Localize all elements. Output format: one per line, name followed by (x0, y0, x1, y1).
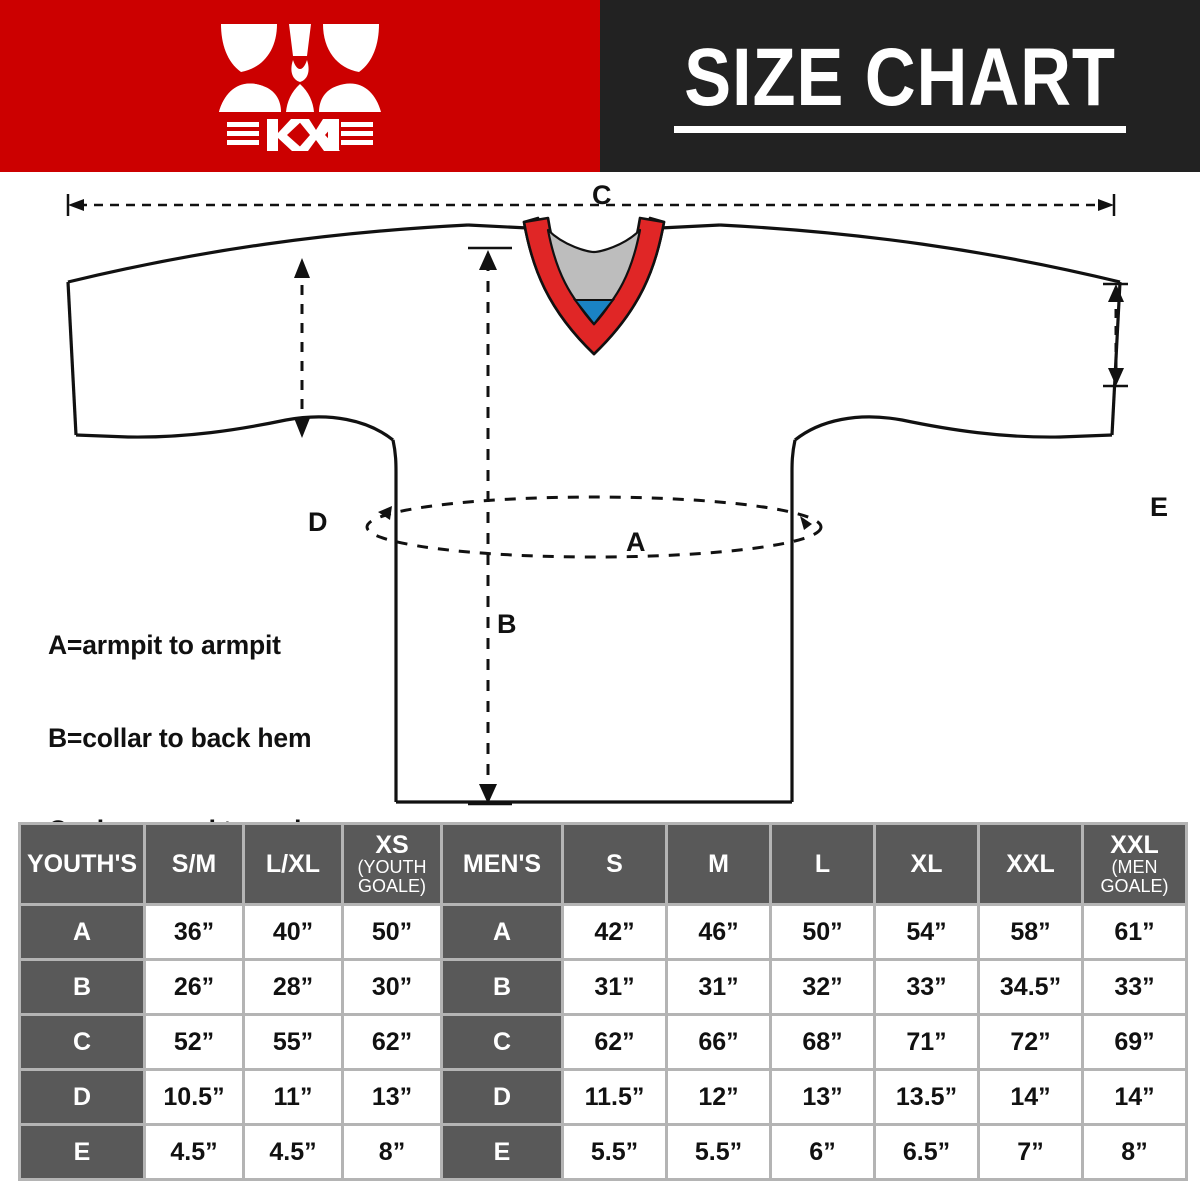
dimension-a-ellipse (365, 495, 823, 559)
measurement-cell: 62” (564, 1016, 665, 1068)
row-key-men: D (443, 1071, 561, 1123)
row-key-men: E (443, 1126, 561, 1178)
row-key-men: B (443, 961, 561, 1013)
column-header: M (668, 825, 769, 903)
measurement-cell: 10.5” (146, 1071, 242, 1123)
table-header-row: YOUTH'S S/M L/XL XS (YOUTH GOALE) MEN'S S M L XL X… (21, 825, 1185, 903)
measurement-cell: 71” (876, 1016, 977, 1068)
measurement-cell: 61” (1084, 906, 1185, 958)
column-header: S (564, 825, 665, 903)
measurement-cell: 8” (1084, 1126, 1185, 1178)
page-title: SIZE CHART (684, 32, 1116, 124)
title-panel: SIZE CHART (600, 0, 1200, 172)
measurement-cell: 28” (245, 961, 341, 1013)
measurement-cell: 13” (772, 1071, 873, 1123)
column-header: XXL (MEN GOALE) (1084, 825, 1185, 903)
dimension-e-arrow (1103, 282, 1128, 388)
measurement-cell: 68” (772, 1016, 873, 1068)
table-row: C 52” 55” 62” C 62” 66” 68” 71” 72” 69” (21, 1016, 1185, 1068)
measurement-cell: 14” (980, 1071, 1081, 1123)
dimension-c-arrow (66, 194, 1116, 216)
measurement-cell: 13.5” (876, 1071, 977, 1123)
measurement-cell: 8” (344, 1126, 440, 1178)
measurement-cell: 14” (1084, 1071, 1185, 1123)
row-key-youth: A (21, 906, 143, 958)
collar (522, 216, 666, 356)
measurement-cell: 11.5” (564, 1071, 665, 1123)
column-header: XXL (980, 825, 1081, 903)
table-row: E 4.5” 4.5” 8” E 5.5” 5.5” 6” 6.5” 7” 8” (21, 1126, 1185, 1178)
row-key-men: C (443, 1016, 561, 1068)
measurement-cell: 4.5” (245, 1126, 341, 1178)
row-key-youth: E (21, 1126, 143, 1178)
dimension-d-arrow (294, 258, 310, 438)
measurement-cell: 6.5” (876, 1126, 977, 1178)
dimension-label-e: E (1150, 492, 1169, 522)
dimension-label-a: A (626, 527, 646, 557)
measurement-cell: 50” (344, 906, 440, 958)
measurement-cell: 66” (668, 1016, 769, 1068)
legend-line-a: A=armpit to armpit (48, 630, 281, 661)
measurement-cell: 12” (668, 1071, 769, 1123)
row-key-youth: D (21, 1071, 143, 1123)
dimension-label-c: C (592, 180, 612, 210)
measurement-cell: 11” (245, 1071, 341, 1123)
measurement-cell: 46” (668, 906, 769, 958)
column-header: S/M (146, 825, 242, 903)
measurement-cell: 31” (564, 961, 665, 1013)
kxk-butterfly-logo-icon (219, 24, 381, 151)
measurement-cell: 50” (772, 906, 873, 958)
row-key-men: A (443, 906, 561, 958)
measurement-cell: 5.5” (668, 1126, 769, 1178)
column-header: L/XL (245, 825, 341, 903)
row-key-youth: B (21, 961, 143, 1013)
measurement-cell: 69” (1084, 1016, 1185, 1068)
column-header: L (772, 825, 873, 903)
size-chart-table: YOUTH'S S/M L/XL XS (YOUTH GOALE) MEN'S S M L XL X… (18, 822, 1188, 1181)
measurement-cell: 30” (344, 961, 440, 1013)
dimension-b-arrow (468, 246, 512, 806)
jersey-outline (68, 224, 1120, 802)
measurement-cell: 54” (876, 906, 977, 958)
measurement-cell: 40” (245, 906, 341, 958)
measurement-cell: 4.5” (146, 1126, 242, 1178)
dimension-label-d: D (308, 507, 328, 537)
measurement-cell: 32” (772, 961, 873, 1013)
brand-panel (0, 0, 600, 172)
measurement-cell: 34.5” (980, 961, 1081, 1013)
jersey-diagram: C D E B A A=armpit to armpit B=collar to… (0, 172, 1200, 1029)
measurement-cell: 6” (772, 1126, 873, 1178)
measurement-cell: 5.5” (564, 1126, 665, 1178)
column-header: XS (YOUTH GOALE) (344, 825, 440, 903)
measurement-cell: 62” (344, 1016, 440, 1068)
page-header: SIZE CHART (0, 0, 1200, 172)
legend-line-b: B=collar to back hem (48, 722, 312, 753)
row-key-youth: C (21, 1016, 143, 1068)
column-header: MEN'S (443, 825, 561, 903)
column-header: XL (876, 825, 977, 903)
jersey-diagram-svg (66, 194, 1128, 806)
measurement-cell: 33” (1084, 961, 1185, 1013)
title-underline (674, 125, 1126, 133)
table-row: D 10.5” 11” 13” D 11.5” 12” 13” 13.5” 14” 14” (21, 1071, 1185, 1123)
measurement-cell: 26” (146, 961, 242, 1013)
measurement-cell: 55” (245, 1016, 341, 1068)
column-header: YOUTH'S (21, 825, 143, 903)
table-row: B 26” 28” 30” B 31” 31” 32” 33” 34.5” 33” (21, 961, 1185, 1013)
measurement-cell: 33” (876, 961, 977, 1013)
measurement-cell: 31” (668, 961, 769, 1013)
measurement-cell: 7” (980, 1126, 1081, 1178)
measurement-cell: 52” (146, 1016, 242, 1068)
measurement-cell: 58” (980, 906, 1081, 958)
table-row: A 36” 40” 50” A 42” 46” 50” 54” 58” 61” (21, 906, 1185, 958)
dimension-label-b: B (497, 609, 517, 639)
measurement-cell: 72” (980, 1016, 1081, 1068)
measurement-cell: 42” (564, 906, 665, 958)
measurement-cell: 36” (146, 906, 242, 958)
measurement-cell: 13” (344, 1071, 440, 1123)
